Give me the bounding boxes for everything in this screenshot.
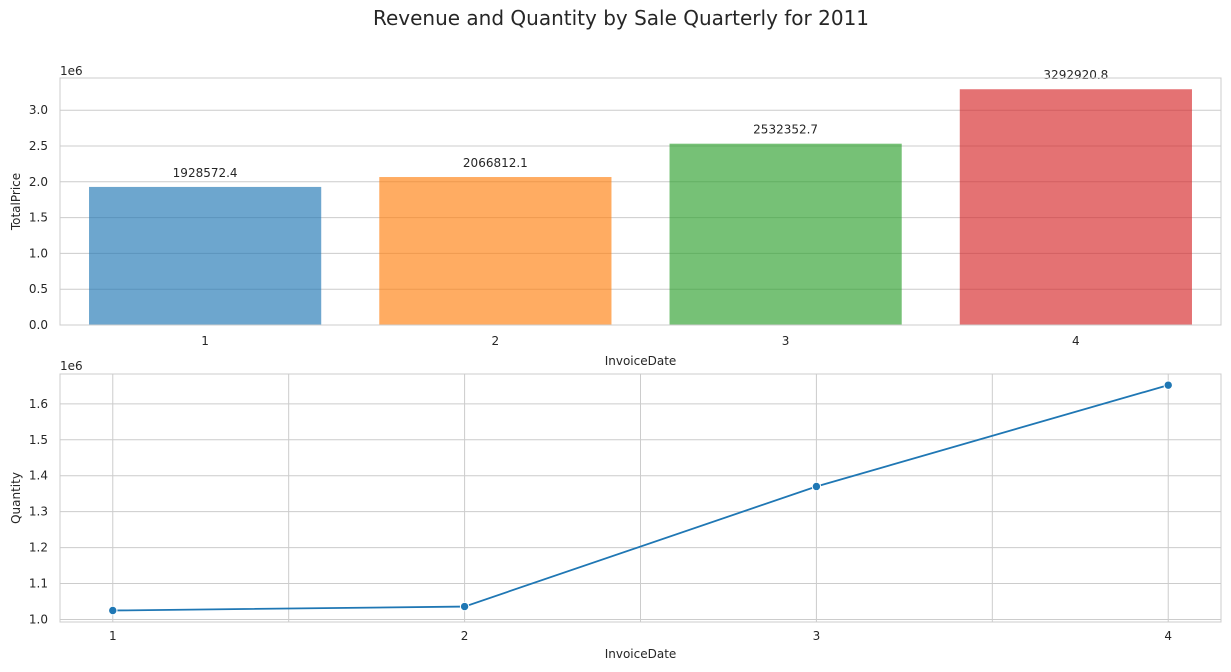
- bar-chart-x-tick-label: 4: [1072, 334, 1080, 348]
- bar-chart-value-label: 2532352.7: [753, 123, 818, 137]
- line-chart-series: [108, 380, 1173, 616]
- bar-chart: 1928572.4 2066812.1 2532352.7 3292920.8 0.0…: [9, 64, 1222, 368]
- line-chart-y-tick-label: 1.0: [29, 612, 48, 626]
- line-chart-y-ticks: 1.0 1.1 1.2 1.3 1.4 1.5 1.6: [29, 397, 48, 627]
- line-chart-x-tick-label: 2: [461, 629, 469, 643]
- bar-chart-x-tick-label: 3: [782, 334, 790, 348]
- bar-chart-value-label: 2066812.1: [463, 156, 528, 170]
- bar-chart-y-tick-label: 0.5: [29, 282, 48, 296]
- bar-chart-x-ticks: 1 2 3 4: [201, 334, 1079, 348]
- line-chart-y-tick-label: 1.1: [29, 577, 48, 591]
- line-chart-y-axis-label: Quantity: [9, 472, 23, 524]
- line-chart-gridlines: [60, 374, 1221, 622]
- bar-chart-value-label: 1928572.4: [173, 166, 238, 180]
- line-chart-y-tick-label: 1.2: [29, 541, 48, 555]
- line-chart-x-ticks: 1 2 3 4: [109, 629, 1172, 643]
- bar-chart-value-label: 3292920.8: [1043, 68, 1108, 82]
- line-chart-x-tick-label: 3: [813, 629, 821, 643]
- bar-chart-bar: [959, 89, 1192, 325]
- bar-chart-y-scale-label: 1e6: [60, 64, 83, 78]
- bar-chart-bars: [89, 89, 1192, 325]
- bar-chart-y-ticks: 0.0 0.5 1.0 1.5 2.0 2.5 3.0: [29, 103, 48, 332]
- bar-chart-bar: [89, 186, 322, 325]
- line-chart-series-line: [112, 384, 1169, 612]
- bar-chart-y-tick-label: 3.0: [29, 103, 48, 117]
- line-chart-y-tick-label: 1.4: [29, 469, 48, 483]
- line-chart-x-axis-label: InvoiceDate: [605, 647, 677, 661]
- bar-chart-bar: [379, 177, 612, 325]
- line-chart-y-tick-label: 1.5: [29, 433, 48, 447]
- bar-chart-y-tick-label: 1.0: [29, 246, 48, 260]
- line-chart-point: [459, 601, 470, 612]
- line-chart-point: [108, 605, 118, 616]
- line-chart-y-tick-label: 1.3: [29, 505, 48, 519]
- line-chart: 1.0 1.1 1.2 1.3 1.4 1.5 1.6 1 2 3 4 1e6 InvoiceDa…: [9, 359, 1222, 661]
- line-chart-frame: [59, 373, 1222, 623]
- line-chart-point: [811, 481, 822, 492]
- line-chart-x-tick-label: 4: [1164, 629, 1172, 643]
- bar-chart-y-tick-label: 0.0: [29, 318, 48, 332]
- bar-chart-x-axis-label: InvoiceDate: [605, 354, 677, 368]
- bar-chart-x-tick-label: 1: [201, 334, 209, 348]
- line-chart-x-tick-label: 1: [109, 629, 117, 643]
- bar-chart-x-tick-label: 2: [492, 334, 500, 348]
- bar-chart-y-tick-label: 2.0: [29, 175, 48, 189]
- bar-chart-y-tick-label: 1.5: [29, 211, 48, 225]
- bar-chart-bar: [669, 143, 902, 325]
- bar-chart-value-labels: 1928572.4 2066812.1 2532352.7 3292920.8: [173, 68, 1109, 180]
- line-chart-y-tick-label: 1.6: [29, 397, 48, 411]
- line-chart-point: [1163, 380, 1173, 390]
- bar-chart-y-tick-label: 2.5: [29, 139, 48, 153]
- figure-title: Revenue and Quantity by Sale Quarterly f…: [373, 6, 869, 30]
- bar-chart-y-axis-label: TotalPrice: [9, 173, 23, 231]
- line-chart-y-scale-label: 1e6: [60, 359, 83, 373]
- bar-chart-frame: [59, 77, 1222, 326]
